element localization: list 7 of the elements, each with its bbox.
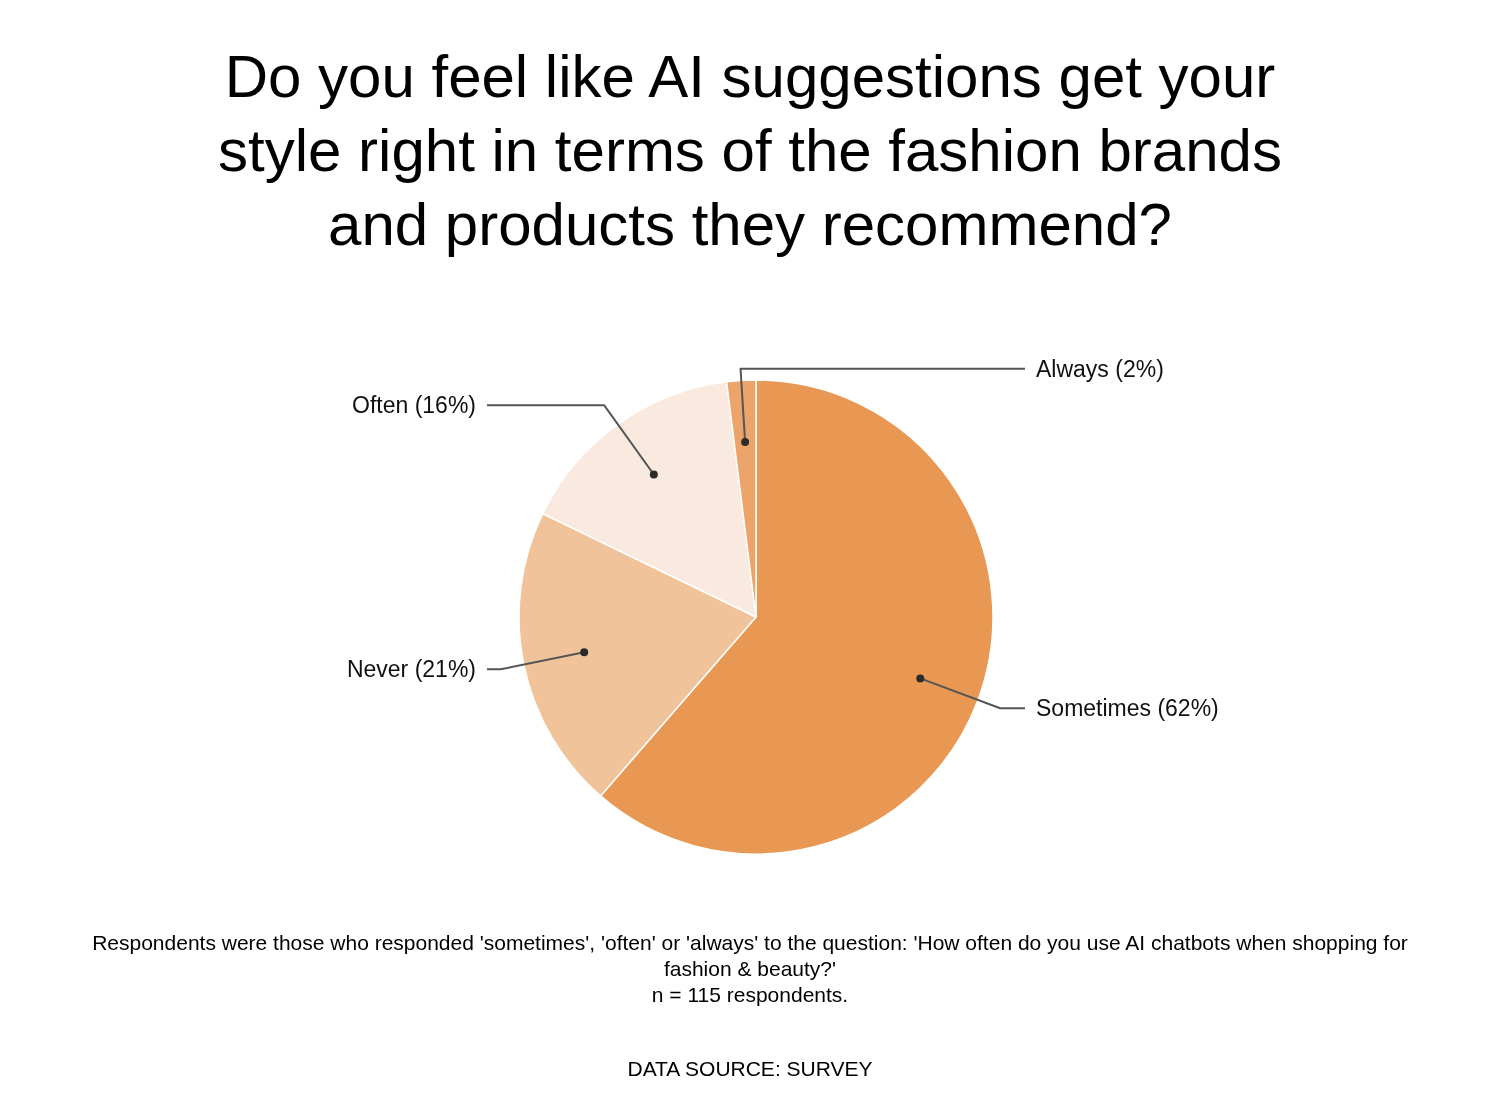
slice-label: Never (21%) — [346, 656, 476, 683]
chart-title: Do you feel like AI suggestions get your style right in terms of the fashion brands and products they recommend? — [217, 42, 1283, 260]
slice-label: Always (2%) — [1036, 355, 1164, 382]
source-note: DATA SOURCE: SURVEY — [626, 1056, 874, 1082]
slice-label: Sometimes (62%) — [1036, 695, 1219, 722]
slice-label: Often (16%) — [352, 392, 476, 419]
text: n = 115 respondents. — [650, 982, 850, 1008]
